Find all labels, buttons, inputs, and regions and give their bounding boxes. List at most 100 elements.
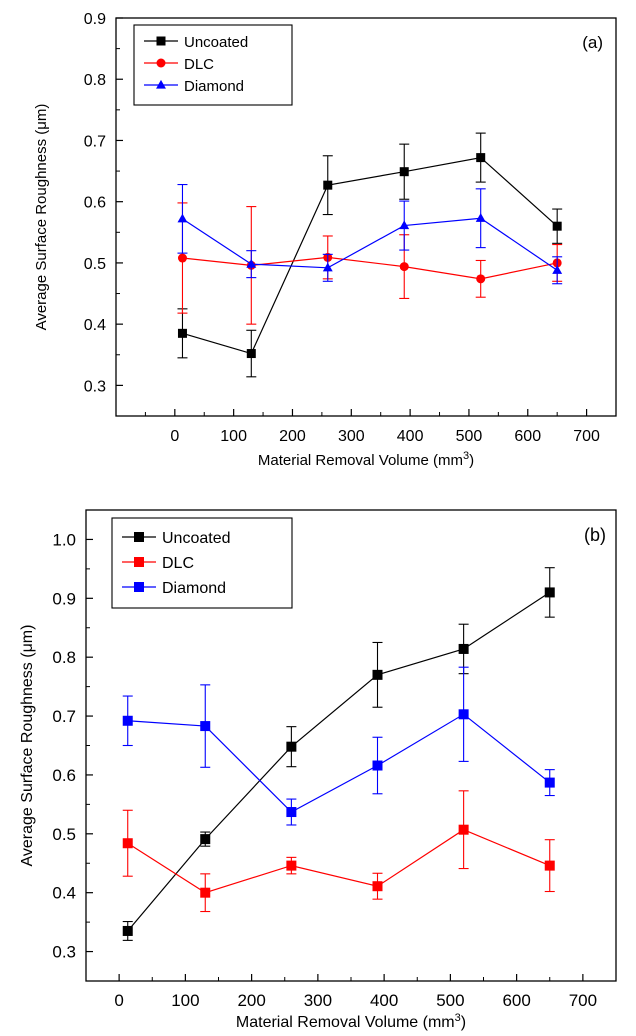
data-point xyxy=(372,760,383,771)
x-tick-label: 200 xyxy=(279,428,306,445)
data-point xyxy=(122,715,133,726)
x-axis-label-main: Material Removal Volume (mm xyxy=(236,1014,455,1031)
y-tick-label: 0.4 xyxy=(84,317,106,334)
data-point xyxy=(177,253,187,263)
data-point xyxy=(399,262,409,272)
y-tick-label: 0.8 xyxy=(84,72,106,89)
legend-marker xyxy=(156,58,166,68)
x-tick-label: 700 xyxy=(573,428,600,445)
data-point xyxy=(322,262,333,272)
series-line xyxy=(182,156,558,355)
data-point xyxy=(476,274,486,284)
x-axis-label: Material Removal Volume (mm3) xyxy=(236,1012,466,1031)
legend-marker xyxy=(156,36,166,46)
data-point xyxy=(286,860,297,871)
x-tick-label: 0 xyxy=(114,991,123,1010)
x-axis-label-end: ) xyxy=(461,1014,466,1031)
y-tick-label: 0.7 xyxy=(84,133,106,150)
x-tick-label: 300 xyxy=(338,428,365,445)
data-point xyxy=(476,153,486,163)
y-tick-label: 0.6 xyxy=(52,766,76,785)
data-point xyxy=(544,777,555,788)
data-point xyxy=(246,258,257,268)
series-line xyxy=(127,713,551,813)
legend: Uncoated DLC Diamond xyxy=(111,517,293,609)
data-point xyxy=(122,925,133,936)
plot-frame xyxy=(115,17,617,417)
chart-panel-a: 0 100 200 300 400 500 600 700 0.3 0.4 0.5 0.6 0.7 0.8… xyxy=(33,11,617,469)
x-axis-label-superscript: 3 xyxy=(455,1012,461,1024)
x-tick-label: 400 xyxy=(370,991,398,1010)
y-tick-label: 0.3 xyxy=(52,943,76,962)
data-point xyxy=(399,220,410,230)
panel-label: (a) xyxy=(582,33,603,52)
data-point xyxy=(286,807,297,818)
legend-label: Uncoated xyxy=(184,34,248,51)
x-tick-label: 500 xyxy=(436,991,464,1010)
series-line xyxy=(182,256,558,280)
y-tick-label: 0.9 xyxy=(52,589,76,608)
data-point xyxy=(544,587,555,598)
data-point xyxy=(552,265,563,274)
data-point xyxy=(286,741,297,752)
data-point xyxy=(458,824,469,835)
legend-marker xyxy=(134,532,144,542)
legend-label: DLC xyxy=(162,555,194,572)
legend: Uncoated DLC Diamond xyxy=(133,24,293,106)
y-tick-label: 0.8 xyxy=(52,648,76,667)
series-dlc xyxy=(122,790,555,913)
y-axis-label: Average Surface Roughness (μm) xyxy=(33,104,50,331)
x-tick-label: 0 xyxy=(170,428,179,445)
legend-marker xyxy=(134,557,144,567)
x-axis-label-superscript: 3 xyxy=(463,450,469,462)
data-point xyxy=(177,213,188,223)
data-point xyxy=(246,349,256,359)
series-line xyxy=(127,591,551,932)
x-axis-label: Material Removal Volume (mm3) xyxy=(258,450,474,469)
series-line xyxy=(182,217,558,271)
y-tick-label: 0.4 xyxy=(52,884,76,903)
data-point xyxy=(475,213,486,222)
data-point xyxy=(372,881,383,892)
x-axis-label-end: ) xyxy=(469,452,474,469)
data-point xyxy=(399,167,409,177)
data-point xyxy=(200,834,211,845)
data-point xyxy=(323,180,333,190)
x-tick-label: 100 xyxy=(220,428,247,445)
data-point xyxy=(200,887,211,898)
data-point xyxy=(458,643,469,654)
x-tick-label: 400 xyxy=(397,428,424,445)
y-tick-label: 0.7 xyxy=(52,707,76,726)
series-diamond xyxy=(122,666,555,826)
series-uncoated xyxy=(122,567,555,941)
legend-marker xyxy=(156,79,166,89)
data-point xyxy=(200,721,211,732)
x-tick-label: 100 xyxy=(171,991,199,1010)
data-point xyxy=(177,328,187,338)
x-axis-label-main: Material Removal Volume (mm xyxy=(258,452,463,469)
legend-label: Uncoated xyxy=(162,530,231,547)
data-point xyxy=(552,221,562,231)
series-line xyxy=(127,829,550,894)
y-tick-label: 0.9 xyxy=(84,11,106,28)
x-tick-label: 600 xyxy=(514,428,541,445)
x-tick-label: 300 xyxy=(304,991,332,1010)
y-tick-label: 0.3 xyxy=(84,378,106,395)
series-diamond xyxy=(177,183,563,285)
data-point xyxy=(122,838,133,849)
y-axis-label: Average Surface Roughness (μm) xyxy=(19,625,36,867)
x-tick-label: 500 xyxy=(456,428,483,445)
y-tick-label: 0.5 xyxy=(52,825,76,844)
data-point xyxy=(458,709,469,720)
panel-label: (b) xyxy=(584,525,606,545)
legend-label: Diamond xyxy=(162,580,226,597)
chart-panel-b: 0 100 200 300 400 500 600 700 0.3 0.4 0.5 0.6 0.7 0.8… xyxy=(19,509,617,1031)
series-dlc xyxy=(177,202,563,325)
x-tick-label: 700 xyxy=(569,991,597,1010)
legend-label: DLC xyxy=(184,56,214,73)
x-tick-label: 200 xyxy=(237,991,265,1010)
y-tick-label: 1.0 xyxy=(52,530,76,549)
x-tick-label: 600 xyxy=(502,991,530,1010)
series-uncoated xyxy=(177,132,563,378)
